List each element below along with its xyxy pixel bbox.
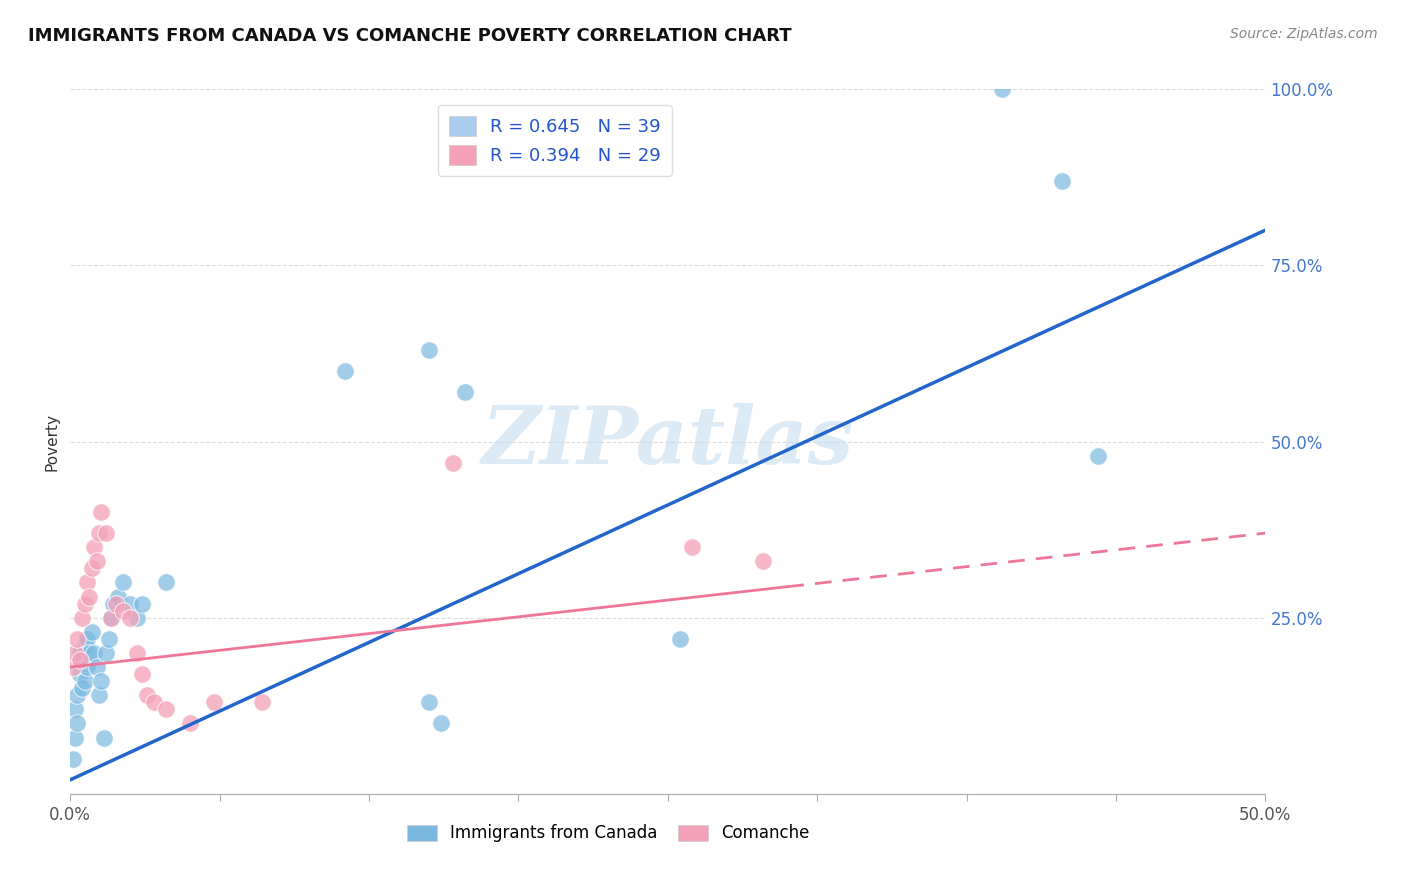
- Text: Source: ZipAtlas.com: Source: ZipAtlas.com: [1230, 27, 1378, 41]
- Point: [135, 688, 157, 702]
- Point: [90, 505, 112, 519]
- Point: [202, 695, 225, 709]
- Point: [96, 526, 117, 541]
- Point: [69, 667, 91, 681]
- Point: [1052, 174, 1074, 188]
- Point: [120, 597, 141, 611]
- Point: [107, 590, 129, 604]
- Point: [79, 590, 101, 604]
- Point: [73, 674, 96, 689]
- Point: [63, 702, 86, 716]
- Point: [179, 716, 201, 731]
- Point: [80, 624, 103, 639]
- Point: [62, 660, 84, 674]
- Point: [97, 632, 120, 646]
- Point: [100, 610, 122, 624]
- Point: [430, 716, 453, 731]
- Point: [66, 688, 89, 702]
- Point: [155, 575, 177, 590]
- Point: [100, 610, 122, 624]
- Point: [155, 702, 177, 716]
- Point: [103, 597, 125, 611]
- Point: [418, 343, 440, 357]
- Point: [418, 695, 440, 709]
- Y-axis label: Poverty: Poverty: [44, 412, 59, 471]
- Text: ZIPatlas: ZIPatlas: [482, 403, 853, 480]
- Point: [83, 646, 105, 660]
- Point: [76, 575, 98, 590]
- Text: IMMIGRANTS FROM CANADA VS COMANCHE POVERTY CORRELATION CHART: IMMIGRANTS FROM CANADA VS COMANCHE POVER…: [28, 27, 792, 45]
- Point: [63, 646, 86, 660]
- Point: [69, 646, 91, 660]
- Point: [80, 561, 103, 575]
- Point: [335, 364, 357, 378]
- Point: [70, 610, 93, 624]
- Point: [752, 554, 775, 568]
- Point: [143, 695, 166, 709]
- Legend: Immigrants from Canada, Comanche: Immigrants from Canada, Comanche: [401, 818, 815, 849]
- Point: [79, 646, 101, 660]
- Point: [111, 604, 134, 618]
- Point: [73, 639, 96, 653]
- Point: [70, 681, 93, 696]
- Point: [669, 632, 692, 646]
- Point: [127, 610, 149, 624]
- Point: [90, 674, 112, 689]
- Point: [66, 716, 89, 731]
- Point: [70, 653, 93, 667]
- Point: [441, 456, 464, 470]
- Point: [66, 632, 89, 646]
- Point: [454, 385, 477, 400]
- Point: [250, 695, 273, 709]
- Point: [76, 660, 98, 674]
- Point: [127, 646, 149, 660]
- Point: [87, 688, 110, 702]
- Point: [69, 653, 91, 667]
- Point: [73, 597, 96, 611]
- Point: [93, 731, 115, 745]
- Point: [131, 597, 153, 611]
- Point: [86, 554, 108, 568]
- Point: [111, 575, 134, 590]
- Point: [76, 632, 98, 646]
- Point: [104, 597, 127, 611]
- Point: [991, 82, 1014, 96]
- Point: [62, 751, 84, 765]
- Point: [96, 646, 117, 660]
- Point: [83, 541, 105, 555]
- Point: [86, 660, 108, 674]
- Point: [1087, 449, 1109, 463]
- Point: [681, 541, 703, 555]
- Point: [87, 526, 110, 541]
- Point: [63, 731, 86, 745]
- Point: [120, 610, 141, 624]
- Point: [131, 667, 153, 681]
